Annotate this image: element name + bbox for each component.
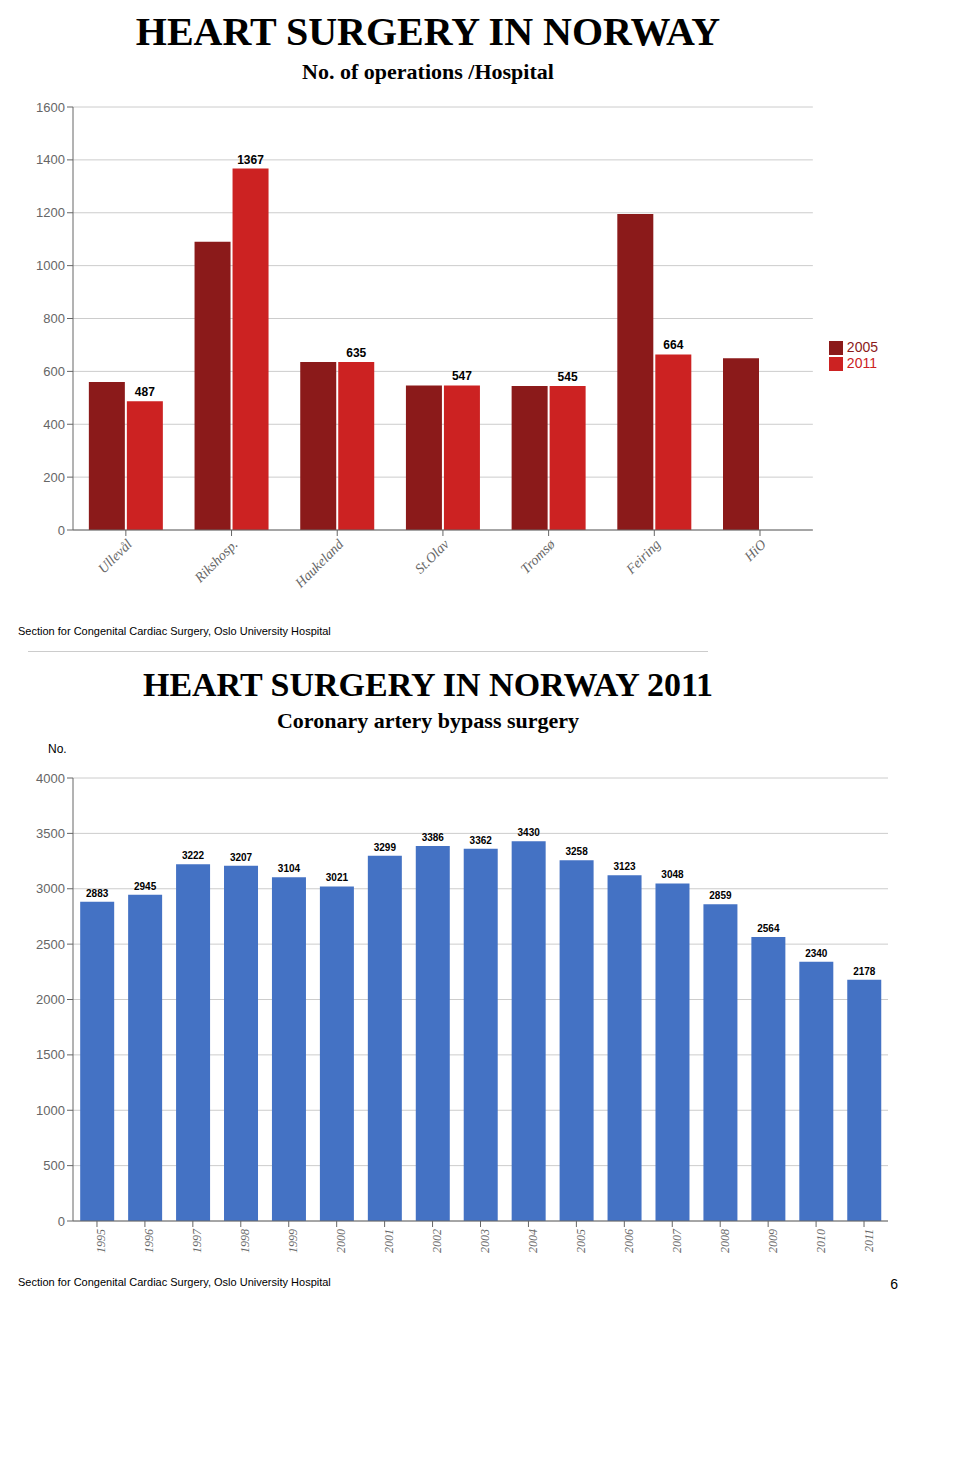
svg-text:Haukeland: Haukeland	[292, 536, 347, 591]
html-text:No.: No.	[48, 742, 67, 756]
html-text:HEART SURGERY IN NORWAY: HEART SURGERY IN NORWAY	[135, 9, 721, 54]
svg-text:HiO: HiO	[741, 537, 769, 565]
svg-text:2859: 2859	[709, 890, 732, 901]
html-text:Section for Congenital Cardiac: Section for Congenital Cardiac Surgery, …	[18, 1276, 331, 1288]
svg-text:0: 0	[58, 1214, 65, 1229]
svg-text:1400: 1400	[36, 152, 65, 167]
svg-text:3258: 3258	[565, 846, 588, 857]
svg-text:2003: 2003	[478, 1229, 492, 1253]
svg-text:635: 635	[346, 346, 366, 360]
svg-text:2945: 2945	[134, 881, 157, 892]
svg-text:2010: 2010	[814, 1229, 828, 1253]
svg-text:2002: 2002	[430, 1229, 444, 1253]
svg-text:2004: 2004	[526, 1229, 540, 1253]
html-text:6: 6	[890, 1276, 898, 1292]
svg-text:1000: 1000	[36, 258, 65, 273]
svg-text:2178: 2178	[853, 966, 876, 977]
html-text:2011: 2011	[846, 355, 877, 371]
svg-text:2883: 2883	[86, 888, 109, 899]
svg-text:3000: 3000	[36, 881, 65, 896]
svg-text:3104: 3104	[278, 863, 301, 874]
html-text:No. of operations /Hospital: No. of operations /Hospital	[302, 59, 554, 84]
svg-text:2000: 2000	[36, 992, 65, 1007]
svg-text:3222: 3222	[182, 850, 205, 861]
svg-text:4000: 4000	[36, 771, 65, 786]
svg-text:1999: 1999	[286, 1229, 300, 1253]
svg-text:2001: 2001	[382, 1229, 396, 1253]
svg-text:2500: 2500	[36, 937, 65, 952]
svg-text:3430: 3430	[518, 827, 541, 838]
svg-text:1600: 1600	[36, 100, 65, 115]
svg-text:600: 600	[43, 364, 65, 379]
svg-text:487: 487	[135, 385, 155, 399]
svg-text:2011: 2011	[862, 1229, 876, 1252]
svg-text:3299: 3299	[374, 842, 397, 853]
svg-text:400: 400	[43, 417, 65, 432]
svg-text:2564: 2564	[757, 923, 780, 934]
html-text:2005: 2005	[846, 338, 878, 355]
svg-text:3123: 3123	[613, 861, 636, 872]
svg-text:2006: 2006	[622, 1229, 636, 1253]
svg-text:1200: 1200	[36, 205, 65, 220]
svg-text:Rikshosp.: Rikshosp.	[191, 537, 241, 587]
svg-text:2009: 2009	[766, 1229, 780, 1253]
html-text:Coronary artery bypass surgery: Coronary artery bypass surgery	[277, 708, 579, 733]
svg-text:1000: 1000	[36, 1103, 65, 1118]
svg-text:0: 0	[58, 523, 65, 538]
svg-text:2000: 2000	[334, 1229, 348, 1253]
svg-text:545: 545	[558, 370, 578, 384]
svg-text:Ullevål: Ullevål	[95, 536, 135, 576]
svg-text:200: 200	[43, 470, 65, 485]
svg-text:2008: 2008	[718, 1229, 732, 1253]
svg-text:Feiring: Feiring	[622, 537, 663, 578]
svg-text:3500: 3500	[36, 826, 65, 841]
svg-text:3362: 3362	[470, 835, 493, 846]
svg-text:3048: 3048	[661, 869, 684, 880]
html-text:Section for Congenital Cardiac: Section for Congenital Cardiac Surgery, …	[18, 625, 331, 637]
svg-text:2007: 2007	[670, 1228, 684, 1253]
svg-text:800: 800	[43, 311, 65, 326]
svg-text:1995: 1995	[94, 1229, 108, 1253]
svg-text:3207: 3207	[230, 852, 253, 863]
svg-text:1998: 1998	[238, 1229, 252, 1253]
svg-text:1500: 1500	[36, 1047, 65, 1062]
svg-text:1997: 1997	[190, 1228, 204, 1253]
svg-text:500: 500	[43, 1158, 65, 1173]
svg-text:1996: 1996	[142, 1229, 156, 1253]
html-text:HEART SURGERY IN NORWAY 2011: HEART SURGERY IN NORWAY 2011	[142, 666, 714, 703]
svg-text:1367: 1367	[237, 153, 264, 167]
svg-text:547: 547	[452, 369, 472, 383]
svg-text:2005: 2005	[574, 1229, 588, 1253]
svg-text:3386: 3386	[422, 832, 445, 843]
svg-text:Tromsø: Tromsø	[518, 536, 559, 577]
svg-text:2340: 2340	[805, 948, 828, 959]
svg-text:St.Olav: St.Olav	[412, 536, 453, 577]
svg-text:3021: 3021	[326, 872, 349, 883]
svg-text:664: 664	[663, 338, 683, 352]
